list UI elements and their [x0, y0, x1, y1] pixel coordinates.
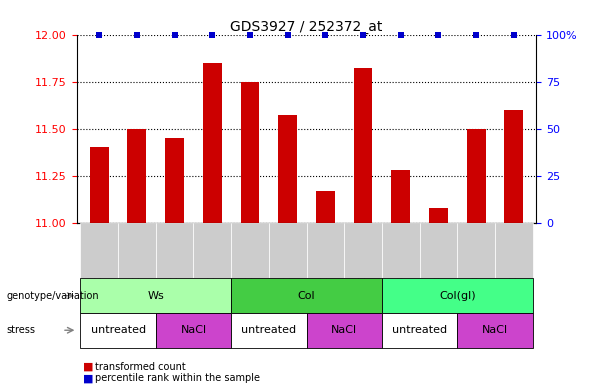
Text: NaCl: NaCl — [331, 325, 357, 335]
Text: stress: stress — [6, 325, 35, 335]
Text: Col: Col — [298, 291, 315, 301]
Bar — [466, 129, 485, 223]
Text: NaCl: NaCl — [482, 325, 508, 335]
Text: genotype/variation: genotype/variation — [6, 291, 99, 301]
Bar — [128, 129, 147, 223]
Bar — [316, 191, 335, 223]
Text: Col(gl): Col(gl) — [439, 291, 476, 301]
Title: GDS3927 / 252372_at: GDS3927 / 252372_at — [230, 20, 383, 33]
Text: Ws: Ws — [147, 291, 164, 301]
Text: untreated: untreated — [91, 325, 146, 335]
Text: percentile rank within the sample: percentile rank within the sample — [95, 373, 260, 383]
Bar — [429, 208, 448, 223]
Text: transformed count: transformed count — [95, 362, 186, 372]
Text: NaCl: NaCl — [180, 325, 207, 335]
Text: untreated: untreated — [242, 325, 296, 335]
Bar — [354, 68, 373, 223]
Text: untreated: untreated — [392, 325, 447, 335]
Text: ■: ■ — [83, 362, 93, 372]
Bar — [240, 82, 259, 223]
Bar — [90, 147, 109, 223]
Bar — [504, 110, 523, 223]
Text: ■: ■ — [83, 373, 93, 383]
Bar — [278, 116, 297, 223]
Bar — [203, 63, 222, 223]
Bar — [165, 138, 184, 223]
Bar — [391, 170, 410, 223]
